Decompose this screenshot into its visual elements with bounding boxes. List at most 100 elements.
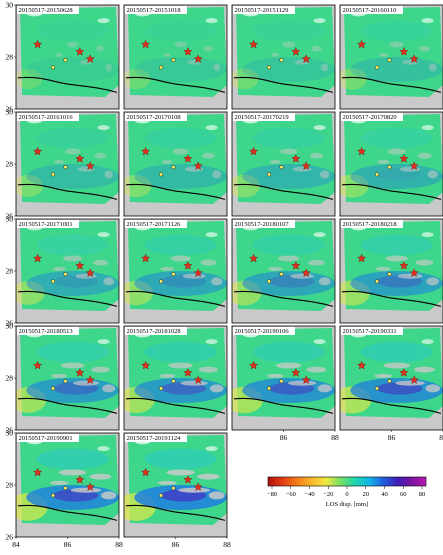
panel-content [10, 328, 119, 418]
decorrelation-patch [162, 160, 173, 164]
colorbar-tick-label: −20 [323, 491, 333, 498]
x-tick-label: 86 [172, 540, 180, 549]
cloud-patch [422, 232, 434, 237]
panel-label: 20150517-20190106 [235, 328, 290, 335]
decorrelation-patch [103, 277, 114, 285]
decorrelation-patch [319, 277, 331, 285]
map-panel: 20150517-20170820 [336, 112, 443, 216]
decorrelation-patch [175, 42, 187, 48]
station-marker [172, 58, 176, 62]
decorrelation-patch [102, 384, 115, 392]
x-tick-label: 88 [223, 540, 231, 549]
station-marker [280, 58, 284, 62]
decorrelation-patch [321, 63, 328, 71]
decorrelation-patch [61, 363, 85, 369]
decorrelation-patch [158, 481, 177, 485]
panel-label: 20150517-20180218 [343, 221, 397, 228]
station-marker [51, 66, 55, 70]
station-marker [375, 173, 379, 177]
cloud-patch [422, 125, 434, 130]
x-tick-label: 84 [12, 540, 20, 549]
decorrelation-patch [308, 260, 325, 266]
decorrelation-patch [288, 381, 316, 386]
decorrelation-patch [290, 274, 314, 279]
x-tick-label: 88 [331, 433, 339, 442]
decorrelation-patch [95, 153, 107, 159]
panel-content [226, 221, 335, 311]
decorrelation-patch [388, 149, 406, 155]
cloud-patch [314, 232, 326, 237]
decorrelation-patch [429, 63, 437, 71]
cloud-patch [314, 125, 326, 130]
station-marker [280, 165, 284, 169]
cyan-patch [361, 21, 433, 42]
decorrelation-patch [209, 491, 225, 499]
panel-label: 20150517-20170219 [235, 114, 289, 121]
colorbar-tick-label: 80 [419, 491, 426, 498]
map-panel: 20150517-20151018 [122, 5, 227, 109]
panel-label: 20150517-20171126 [127, 221, 182, 228]
colorbar-tick-label: 40 [381, 491, 388, 498]
decorrelation-patch [212, 170, 221, 178]
cloud-patch [98, 18, 110, 23]
panel-label: 20150517-20191124 [127, 435, 182, 442]
x-tick-label: 86 [280, 433, 288, 442]
map-panel: 20150517-20181028 [117, 326, 227, 430]
decorrelation-patch [50, 481, 68, 485]
cyan-patch [145, 21, 217, 42]
panel-content [333, 328, 443, 418]
decorrelation-patch [65, 149, 80, 155]
decorrelation-patch [106, 63, 112, 71]
cyan-patch [253, 128, 325, 149]
colorbar-tick-label: 60 [400, 491, 407, 498]
colorbar-title: LOS disp. [mm] [326, 501, 368, 508]
station-marker [280, 379, 284, 383]
decorrelation-patch [90, 474, 112, 480]
cyan-patch [37, 128, 109, 149]
decorrelation-patch [400, 167, 420, 172]
panel-label: 20150517-20160110 [343, 7, 397, 14]
station-marker [267, 387, 271, 391]
x-tick-label: 88 [115, 540, 123, 549]
map-panel: 20150517-20180107 [226, 219, 335, 323]
panel-content [13, 114, 119, 204]
y-tick-label: 30 [6, 322, 14, 331]
cyan-patch [145, 342, 217, 363]
panel-content [334, 221, 443, 311]
panel-label: 20150517-20151018 [127, 7, 181, 14]
cloud-patch [206, 232, 218, 237]
cloud-patch [314, 18, 326, 23]
decorrelation-patch [160, 267, 174, 271]
cloud-patch [98, 232, 110, 237]
decorrelation-patch [379, 53, 388, 57]
panel-label: 20150517-20190901 [19, 435, 73, 442]
decorrelation-patch [163, 53, 171, 57]
station-marker [280, 272, 284, 276]
panel-content [122, 7, 227, 97]
map-panel: 20150517-20171001 [11, 219, 119, 323]
panel-content [229, 7, 335, 97]
decorrelation-patch [267, 374, 284, 378]
station-marker [159, 280, 163, 284]
cyan-patch [253, 235, 325, 256]
y-tick-label: 30 [6, 215, 14, 224]
panel-content [119, 221, 227, 311]
station-marker [159, 66, 163, 70]
decorrelation-patch [213, 63, 220, 71]
decorrelation-patch [310, 153, 323, 159]
y-tick-label: 28 [6, 481, 14, 490]
decorrelation-patch [318, 384, 332, 392]
cyan-patch [253, 21, 325, 42]
station-marker [64, 379, 68, 383]
decorrelation-patch [173, 149, 189, 155]
station-marker [159, 173, 163, 177]
decorrelation-patch [306, 367, 326, 373]
decorrelation-patch [75, 274, 96, 279]
station-marker [159, 387, 163, 391]
cyan-patch [37, 342, 109, 363]
decorrelation-patch [428, 170, 438, 178]
